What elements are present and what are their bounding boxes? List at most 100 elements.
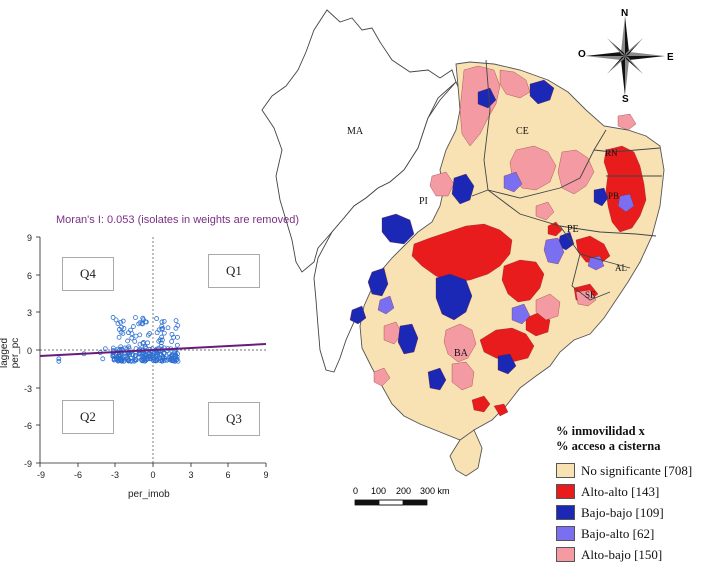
legend-swatch <box>556 526 575 541</box>
clusters <box>349 65 647 417</box>
cluster-alto-bajo <box>429 171 455 197</box>
cluster-bajo-bajo <box>381 213 415 245</box>
x-tick-label: 9 <box>263 470 268 480</box>
scatter-point <box>132 339 138 344</box>
cluster-alto-alto <box>493 403 509 417</box>
legend-label: Alto-alto [143] <box>581 483 660 499</box>
x-tick-label: 3 <box>188 470 193 480</box>
scatter-point <box>136 321 142 327</box>
scatter-point <box>172 352 178 358</box>
cluster-bajo-bajo <box>397 323 419 355</box>
cluster-alto-alto <box>479 327 535 363</box>
legend-swatch <box>556 484 575 499</box>
cluster-alto-alto <box>603 145 647 233</box>
scatter-point <box>110 315 116 320</box>
quadrant-q3: Q3 <box>208 402 260 436</box>
scatter-point <box>121 326 127 331</box>
legend-title-line1: % inmovilidad x <box>556 424 645 438</box>
cluster-alto-alto <box>471 395 491 413</box>
scatter-point <box>130 324 136 329</box>
scatter-point <box>161 318 167 324</box>
scale-label-100: 100 <box>371 486 386 496</box>
y-tick-label: -6 <box>24 421 32 431</box>
state-label-rn: RN <box>605 148 618 158</box>
cluster-bajo-bajo <box>427 367 447 391</box>
y-tick-label: 6 <box>27 271 32 281</box>
x-axis-ticks <box>39 463 267 467</box>
scatter-point <box>145 332 151 338</box>
legend-item-no-significante: No significante [708] <box>556 460 708 481</box>
scatter-point <box>141 317 146 323</box>
scatter-point <box>116 327 122 332</box>
quadrant-q2: Q2 <box>62 400 114 434</box>
cluster-bajo-alto <box>511 303 531 325</box>
scatter-point <box>133 333 139 339</box>
state-label-se: SE <box>585 290 596 300</box>
cluster-bajo-bajo <box>451 173 475 205</box>
scale-bar <box>354 499 428 506</box>
scatter-point <box>161 351 167 357</box>
scatter-point <box>56 356 62 362</box>
legend-title-line2: % acceso a cisterna <box>556 439 661 453</box>
scatter-point <box>126 352 132 358</box>
quadrant-q4: Q4 <box>62 257 114 291</box>
scatter-point <box>147 356 153 362</box>
state-label-ce: CE <box>516 126 529 137</box>
scatter-point <box>160 355 166 361</box>
cluster-alto-bajo <box>557 149 595 195</box>
scatter-point <box>100 356 106 362</box>
cluster-alto-alto <box>501 259 545 303</box>
scatter-point <box>141 358 147 364</box>
cluster-bajo-bajo <box>529 79 555 105</box>
y-tick-label: -3 <box>24 384 32 394</box>
scatter-point <box>170 356 176 362</box>
scatter-point <box>110 345 116 351</box>
scatter-point <box>113 317 119 323</box>
region-no-significante <box>359 61 665 441</box>
scatter-point <box>127 351 132 357</box>
cluster-alto-bajo <box>575 289 597 307</box>
x-tick-labels: -9 -6 -3 0 3 6 9 <box>37 470 269 480</box>
cluster-bajo-alto <box>377 295 395 315</box>
scatter-point <box>115 321 121 326</box>
scatter-point <box>116 334 122 340</box>
scatter-point <box>156 338 162 344</box>
scatter-point <box>118 319 124 325</box>
scatter-point <box>154 330 160 336</box>
compass-s: S <box>622 94 629 105</box>
cluster-alto-bajo <box>535 293 561 321</box>
state-label-pe: PE <box>567 224 579 235</box>
cluster-bajo-alto <box>543 237 565 265</box>
scatter-point <box>125 356 131 362</box>
state-labels: MA PI CE RN PB PE AL SE BA <box>347 126 627 359</box>
legend-item-alto-alto: Alto-alto [143] <box>556 481 708 502</box>
compass-n: N <box>621 8 628 19</box>
scale-label-0: 0 <box>353 486 358 496</box>
cluster-bajo-bajo <box>497 353 517 375</box>
x-tick-label: -9 <box>37 470 45 480</box>
cluster-alto-bajo <box>535 201 555 221</box>
scatter-point <box>157 337 163 343</box>
scatter-point <box>159 326 165 332</box>
cluster-alto-bajo <box>459 65 501 147</box>
cluster-bajo-alto <box>503 171 523 193</box>
cluster-bajo-bajo <box>593 187 609 207</box>
cluster-alto-bajo <box>383 321 403 345</box>
y-tick-labels: 9 6 3 0 -3 -6 -9 <box>24 233 32 469</box>
y-axis-label: lagged per_pc <box>0 337 21 369</box>
scatter-point <box>169 339 175 344</box>
x-tick-label: -3 <box>111 470 119 480</box>
scatter-point <box>56 358 62 364</box>
legend-item-bajo-alto: Bajo-alto [62] <box>556 523 708 544</box>
scatter-point <box>126 357 132 363</box>
scatter-point <box>165 325 171 331</box>
x-tick-label: 6 <box>225 470 230 480</box>
state-boundaries <box>471 59 662 301</box>
cluster-bajo-bajo <box>435 273 473 321</box>
state-label-ba: BA <box>454 348 469 359</box>
scatter-point <box>121 353 127 359</box>
x-axis-label: per_imob <box>128 489 170 500</box>
scatter-point <box>102 346 108 352</box>
scatter-point <box>140 340 146 346</box>
